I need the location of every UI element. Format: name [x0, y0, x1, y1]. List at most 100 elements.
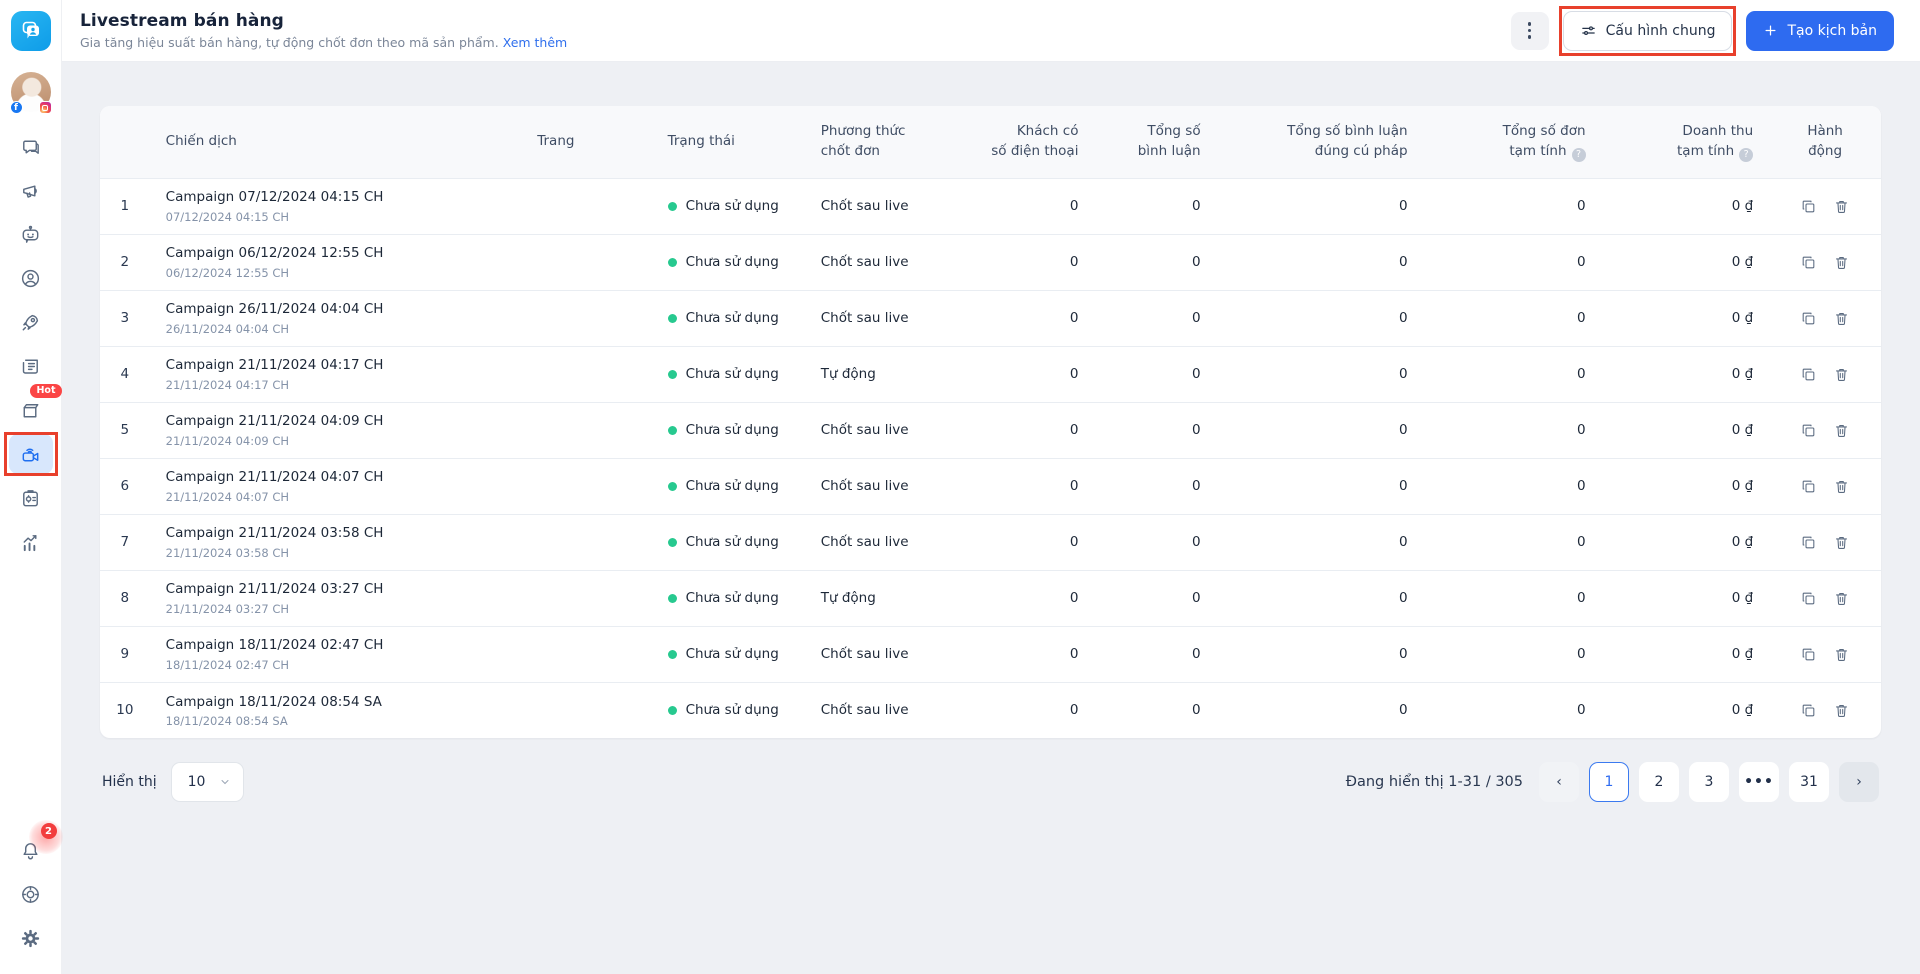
duplicate-button[interactable] [1800, 478, 1817, 495]
see-more-link[interactable]: Xem thêm [502, 35, 568, 50]
table-row[interactable]: 7 Campaign 21/11/2024 03:58 CH 21/11/202… [100, 514, 1881, 571]
campaign-name[interactable]: Campaign 21/11/2024 04:17 CH [165, 357, 384, 374]
col-label: Doanh thu [1682, 123, 1754, 140]
col-label: bình luận [1137, 143, 1201, 160]
sidebar-item-support[interactable] [9, 874, 53, 914]
row-index: 10 [116, 702, 134, 719]
page-ellipsis-button[interactable]: ••• [1739, 762, 1779, 802]
campaign-name[interactable]: Campaign 26/11/2024 04:04 CH [165, 301, 384, 318]
table-row[interactable]: 10 Campaign 18/11/2024 08:54 SA 18/11/20… [100, 682, 1881, 738]
duplicate-button[interactable] [1800, 310, 1817, 327]
method-cell: Chốt sau live [804, 234, 963, 291]
status-cell: Chưa sử dụng [651, 570, 805, 627]
sidebar-item-posts[interactable] [9, 346, 53, 386]
campaign-name[interactable]: Campaign 21/11/2024 04:07 CH [165, 469, 384, 486]
table-row[interactable]: 6 Campaign 21/11/2024 04:07 CH 21/11/202… [100, 458, 1881, 515]
phone-customers-cell: 0 [962, 514, 1095, 571]
sidebar-item-analytics[interactable] [9, 522, 53, 562]
delete-button[interactable] [1833, 422, 1850, 439]
duplicate-button[interactable] [1800, 254, 1817, 271]
next-page-button[interactable]: › [1839, 762, 1879, 802]
box-icon [23, 403, 39, 417]
page-cell [460, 346, 652, 403]
create-scenario-button[interactable]: Tạo kịch bản [1746, 10, 1894, 51]
duplicate-button[interactable] [1800, 366, 1817, 383]
duplicate-button[interactable] [1800, 198, 1817, 215]
page-button-2[interactable]: 2 [1639, 762, 1679, 802]
table-row[interactable]: 9 Campaign 18/11/2024 02:47 CH 18/11/202… [100, 626, 1881, 683]
delete-button[interactable] [1833, 198, 1850, 215]
delete-button[interactable] [1833, 254, 1850, 271]
table-row[interactable]: 5 Campaign 21/11/2024 04:09 CH 21/11/202… [100, 402, 1881, 459]
campaign-table-card: Chiến dịch Trang Trạng thái Phương thức c… [100, 106, 1881, 738]
phone-customers-cell: 0 [962, 290, 1095, 347]
general-config-button[interactable]: Cấu hình chung [1562, 10, 1733, 51]
delete-button[interactable] [1833, 646, 1850, 663]
sidebar-item-chat[interactable] [9, 126, 53, 166]
page-button-31[interactable]: 31 [1789, 762, 1829, 802]
duplicate-button[interactable] [1800, 534, 1817, 551]
campaign-name[interactable]: Campaign 07/12/2024 04:15 CH [165, 189, 384, 206]
table-row[interactable]: 2 Campaign 06/12/2024 12:55 CH 06/12/202… [100, 234, 1881, 291]
col-label: Phương thức [820, 123, 906, 140]
duplicate-button[interactable] [1800, 422, 1817, 439]
actions-cell [1769, 682, 1881, 738]
delete-button[interactable] [1833, 478, 1850, 495]
copy-icon [1802, 480, 1815, 492]
valid-comments-cell: 0 [1216, 290, 1424, 347]
person-circle-icon [21, 269, 40, 287]
delete-button[interactable] [1833, 702, 1850, 719]
campaign-name[interactable]: Campaign 18/11/2024 08:54 SA [165, 693, 382, 710]
status-cell: Chưa sử dụng [651, 234, 805, 291]
valid-comments-cell: 0 [1216, 178, 1424, 235]
help-icon[interactable]: ? [1571, 147, 1586, 162]
valid-comments-cell: 0 [1216, 514, 1424, 571]
col-est-orders: Tổng số đơn tạm tính? [1423, 106, 1602, 179]
method-cell: Chốt sau live [804, 178, 963, 235]
more-options-button[interactable] [1510, 11, 1549, 50]
sidebar-item-settings[interactable] [9, 918, 53, 958]
sidebar-item-invoices[interactable] [9, 478, 53, 518]
duplicate-button[interactable] [1800, 590, 1817, 607]
campaign-name[interactable]: Campaign 18/11/2024 02:47 CH [165, 637, 384, 654]
row-index: 2 [100, 234, 150, 291]
table-row[interactable]: 4 Campaign 21/11/2024 04:17 CH 21/11/202… [100, 346, 1881, 403]
method-cell: Chốt sau live [820, 702, 909, 719]
sidebar-item-livestream[interactable] [3, 432, 58, 476]
chat-person-logo-icon [22, 21, 39, 39]
campaign-name[interactable]: Campaign 21/11/2024 04:09 CH [165, 413, 384, 430]
sidebar-item-notifications[interactable]: 2 [9, 820, 63, 870]
est-revenue-cell: 0 ₫ [1601, 402, 1770, 459]
table-row[interactable]: 3 Campaign 26/11/2024 04:04 CH 26/11/202… [100, 290, 1881, 347]
col-valid-comments: Tổng số bình luận đúng cú pháp [1216, 106, 1424, 179]
col-label: tạm tính [1509, 143, 1567, 160]
sidebar-item-chatbot[interactable] [9, 214, 53, 254]
trash-icon [1836, 200, 1848, 213]
delete-button[interactable] [1833, 590, 1850, 607]
page-button-1[interactable]: 1 [1589, 762, 1629, 802]
table-row[interactable]: 8 Campaign 21/11/2024 03:27 CH 21/11/202… [100, 570, 1881, 627]
delete-button[interactable] [1833, 534, 1850, 551]
delete-button[interactable] [1833, 366, 1850, 383]
sidebar-item-contacts[interactable] [9, 258, 53, 298]
help-icon[interactable]: ? [1739, 147, 1754, 162]
app-logo[interactable] [10, 11, 51, 51]
campaign-name[interactable]: Campaign 21/11/2024 03:58 CH [165, 525, 384, 542]
table-row[interactable]: 1 Campaign 07/12/2024 04:15 CH 07/12/202… [100, 178, 1881, 235]
status-label: Chưa sử dụng [685, 310, 779, 326]
sidebar-item-marketing[interactable] [9, 170, 53, 210]
page-button-3[interactable]: 3 [1689, 762, 1729, 802]
campaign-name[interactable]: Campaign 06/12/2024 12:55 CH [165, 245, 384, 262]
sidebar-item-orders[interactable]: Hot [9, 384, 62, 430]
delete-button[interactable] [1833, 310, 1850, 327]
user-avatar[interactable]: f [9, 72, 52, 114]
prev-page-button[interactable]: ‹ [1539, 762, 1579, 802]
valid-comments-cell: 0 [1216, 402, 1424, 459]
campaign-cell: Campaign 18/11/2024 02:47 CH 18/11/2024 … [149, 626, 461, 683]
duplicate-button[interactable] [1800, 646, 1817, 663]
page-size-select[interactable]: 10 [170, 762, 245, 802]
status-label: Chưa sử dụng [685, 422, 779, 438]
campaign-name[interactable]: Campaign 21/11/2024 03:27 CH [165, 581, 384, 598]
sidebar-item-growth[interactable] [9, 302, 53, 342]
duplicate-button[interactable] [1800, 702, 1817, 719]
